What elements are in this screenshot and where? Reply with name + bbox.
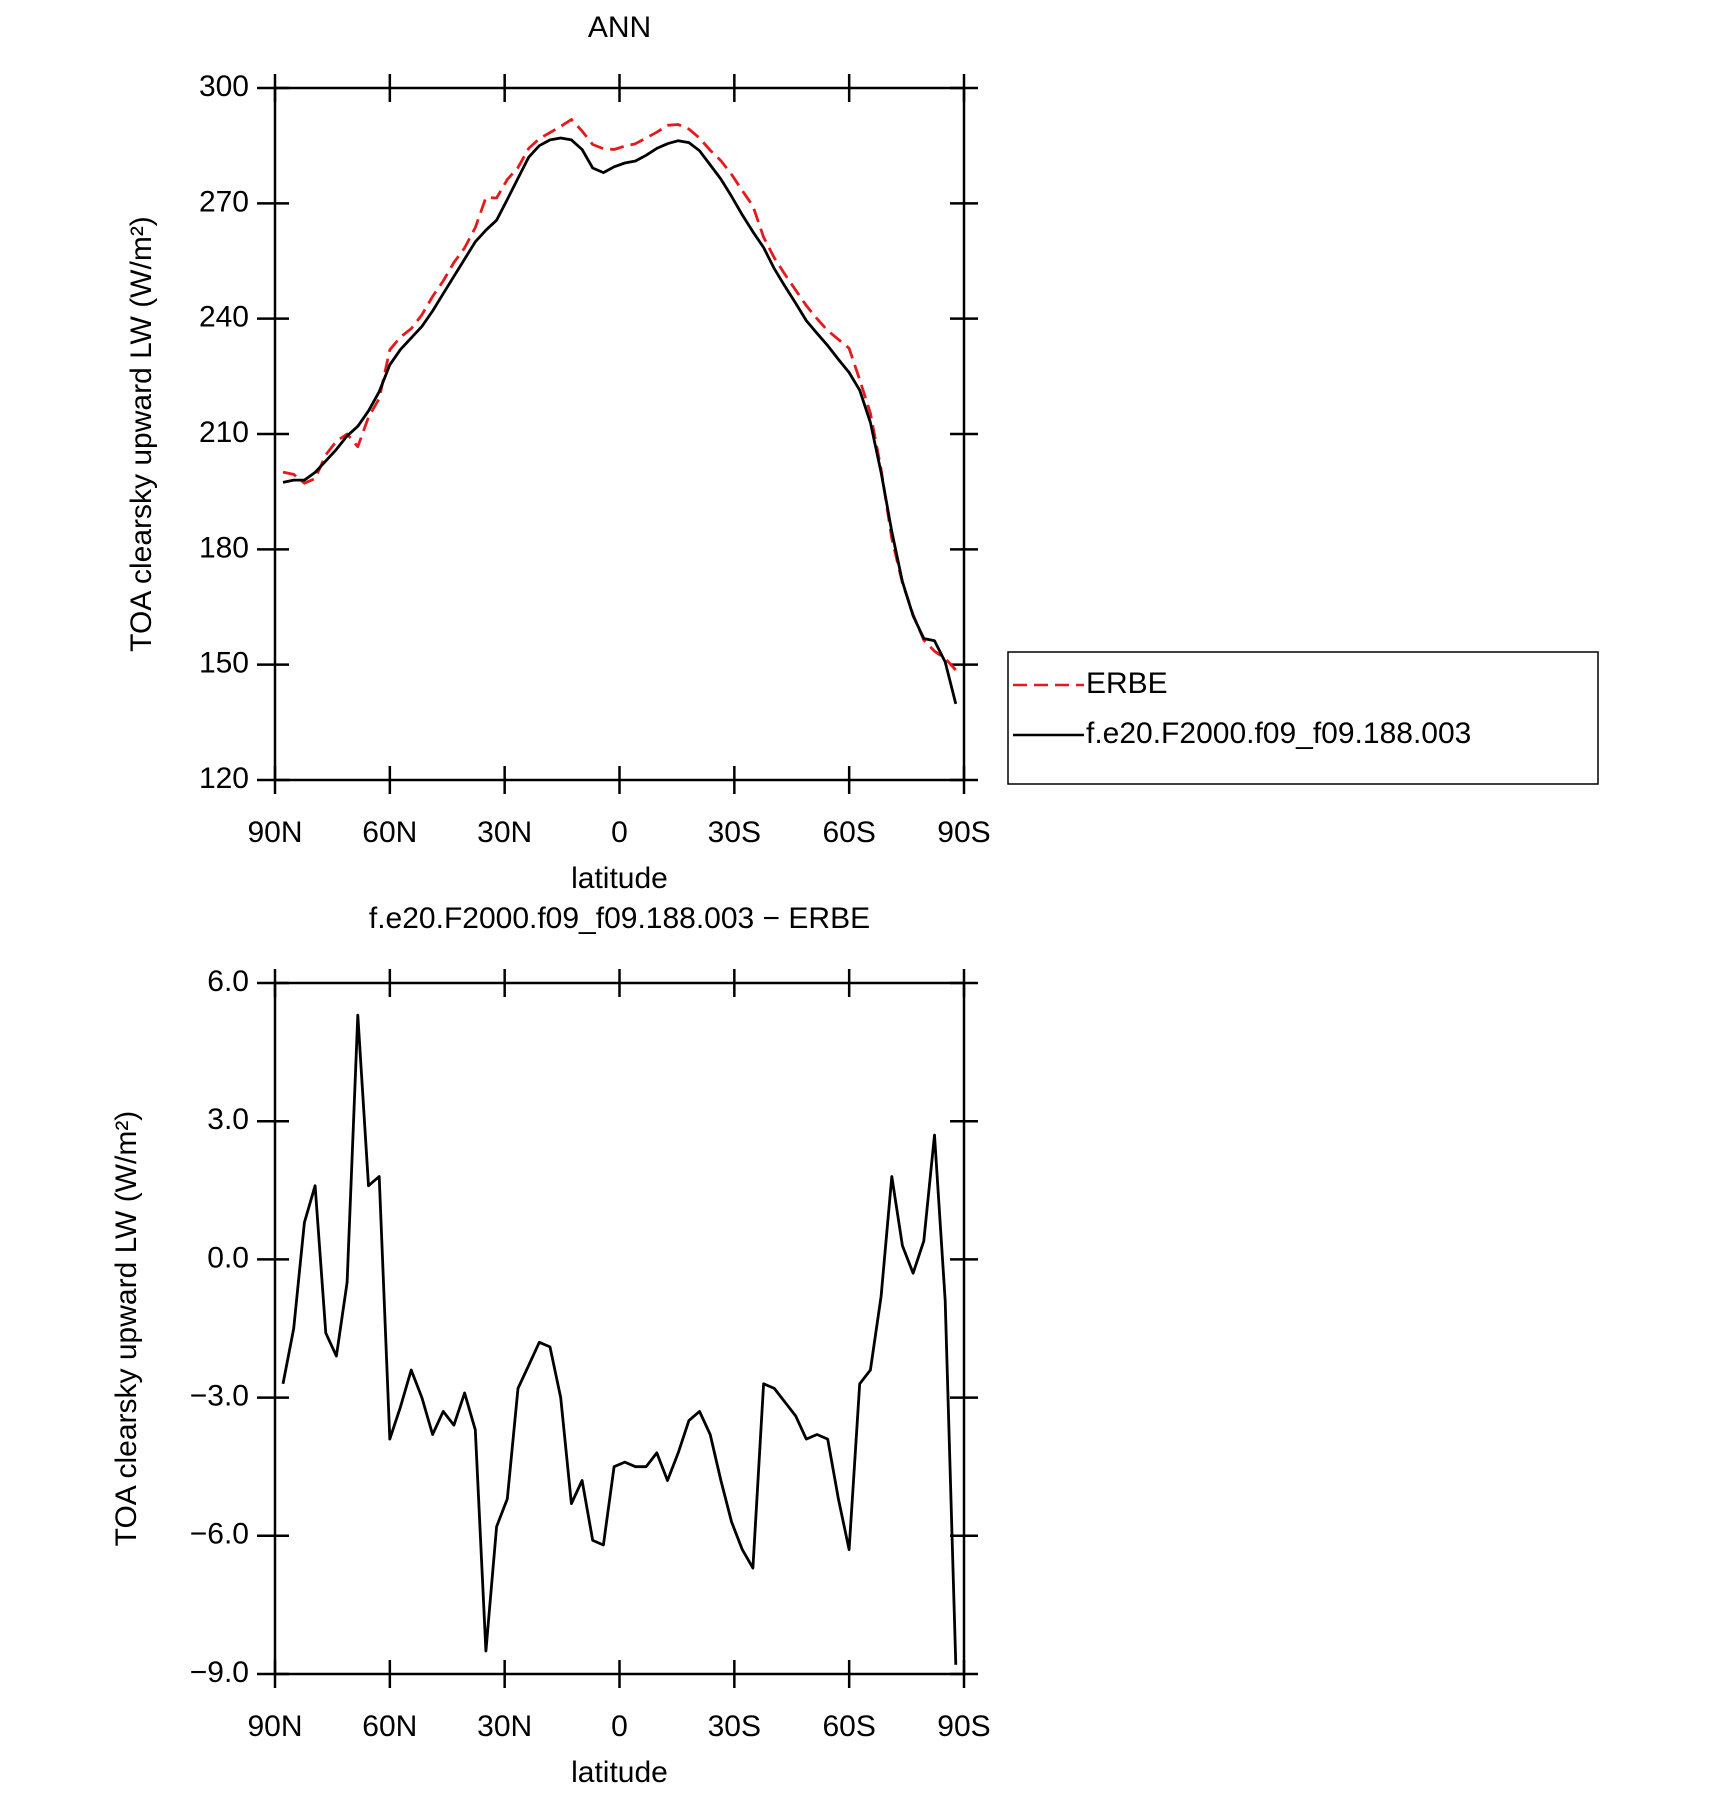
series-line [282, 136, 958, 705]
x-axis-label: latitude [571, 862, 668, 895]
y-tick-label: −9.0 [190, 1656, 249, 1689]
x-tick-label: 30N [477, 1710, 532, 1743]
y-tick-label: 270 [199, 185, 249, 218]
x-tick-label: 0 [611, 1710, 628, 1743]
x-tick-label: 90N [247, 816, 302, 849]
x-tick-label: 30N [477, 816, 532, 849]
x-axis-label: latitude [571, 1756, 668, 1789]
plot-frame [273, 86, 966, 782]
legend-label: f.e20.F2000.f09_f09.188.003 [1086, 717, 1471, 750]
plot-frame [273, 981, 966, 1676]
y-tick-label: 300 [199, 70, 249, 103]
chart-title: f.e20.F2000.f09_f09.188.003 − ERBE [369, 902, 870, 935]
x-tick-label: 60N [362, 816, 417, 849]
y-tick-label: −6.0 [190, 1518, 249, 1551]
x-tick-label: 30S [708, 1710, 761, 1743]
series-line [282, 118, 957, 671]
x-tick-label: 60S [822, 816, 875, 849]
legend-box [1007, 651, 1599, 785]
x-tick-label: 30S [708, 816, 761, 849]
y-tick-label: 0.0 [207, 1241, 249, 1274]
legend-label: ERBE [1086, 667, 1168, 700]
series-line [281, 1013, 958, 1665]
x-tick-label: 60N [362, 1710, 417, 1743]
y-tick-label: 180 [199, 531, 249, 564]
y-tick-label: −3.0 [190, 1380, 249, 1413]
y-axis-label: TOA clearsky upward LW (W/m²) [110, 1111, 143, 1547]
y-tick-label: 240 [199, 301, 249, 334]
y-tick-label: 210 [199, 416, 249, 449]
y-tick-label: 120 [199, 762, 249, 795]
y-tick-label: 3.0 [207, 1103, 249, 1136]
x-tick-label: 60S [822, 1710, 875, 1743]
x-tick-label: 90S [937, 1710, 990, 1743]
x-tick-label: 90S [937, 816, 990, 849]
x-tick-label: 90N [247, 1710, 302, 1743]
x-tick-label: 0 [611, 816, 628, 849]
y-axis-label: TOA clearsky upward LW (W/m²) [125, 216, 158, 652]
y-tick-label: 6.0 [207, 965, 249, 998]
chart-title: ANN [588, 11, 651, 44]
y-tick-label: 150 [199, 647, 249, 680]
